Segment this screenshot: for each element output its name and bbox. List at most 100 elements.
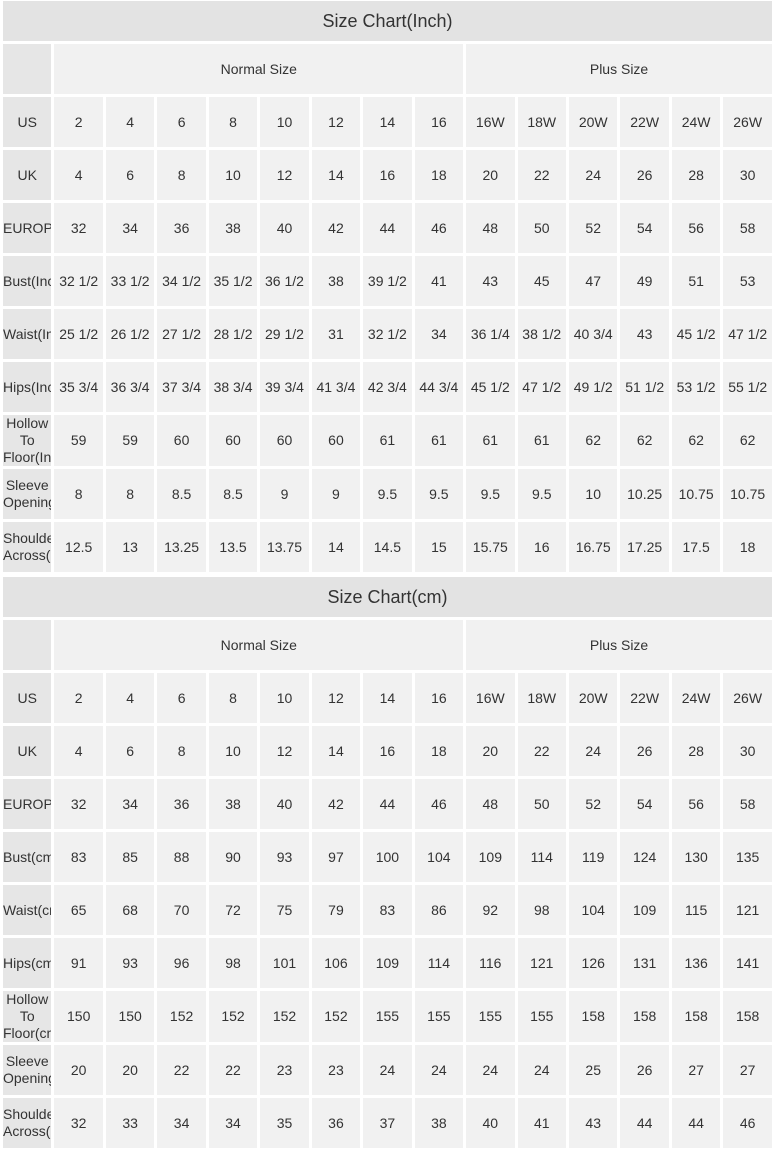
row-label: Sleeve Opening(Inch)	[3, 469, 52, 519]
table-cell: 42	[311, 203, 361, 253]
table-cell: 45	[517, 256, 566, 306]
table-cell: 39 3/4	[260, 362, 309, 412]
table-cell: 28	[671, 726, 721, 776]
table-cell: 41	[414, 256, 464, 306]
table-cell: 42	[311, 779, 361, 829]
table-cell: 6	[105, 726, 155, 776]
table-cell: 70	[157, 885, 206, 935]
table-cell: 43	[466, 256, 515, 306]
table-cell: 2	[54, 97, 103, 147]
table-cell: 20	[105, 1045, 155, 1095]
table-cell: 22W	[620, 673, 669, 723]
table-cell: 61	[466, 415, 515, 466]
table-cell: 36 3/4	[105, 362, 155, 412]
table-cell: 60	[208, 415, 258, 466]
table-cell: 6	[157, 673, 206, 723]
table-cell: 32	[54, 203, 103, 253]
table-cell: 38 1/2	[517, 309, 566, 359]
table-cell: 18W	[517, 97, 566, 147]
table-cell: 13.75	[260, 522, 309, 572]
table-cell: 25	[568, 1045, 618, 1095]
table-cell: 24W	[671, 97, 721, 147]
table-cell: 36 1/2	[260, 256, 309, 306]
table-cell: 119	[568, 832, 618, 882]
row-label: US	[3, 97, 52, 147]
table-cell: 32 1/2	[363, 309, 412, 359]
table-cell: 32	[54, 779, 103, 829]
table-cell: 51 1/2	[620, 362, 669, 412]
table-cell: 44 3/4	[414, 362, 464, 412]
table-cell: 152	[208, 991, 258, 1042]
table-cell: 20W	[568, 97, 618, 147]
table-cell: 22	[208, 1045, 258, 1095]
table-cell: 14	[363, 97, 412, 147]
table-row: US 2 4 6 8 10 12 14 16 16W 18W 20W 22W 24W 26W	[3, 673, 772, 723]
cm-size-chart: Size Chart(cm) Normal Size Plus Size US 2 4 6…	[0, 577, 775, 1151]
table-row: Shoulder Across(cm)323334343536373840414…	[3, 1098, 772, 1148]
table-cell: 22W	[620, 97, 669, 147]
table-cell: 40	[260, 203, 309, 253]
table-cell: 35 3/4	[54, 362, 103, 412]
table-cell: 60	[311, 415, 361, 466]
table-row: Sleeve Opening(Inch)888.58.5999.59.59.59…	[3, 469, 772, 519]
table-cell: 10.75	[671, 469, 721, 519]
table-cell: 52	[568, 779, 618, 829]
table-cell: 20W	[568, 673, 618, 723]
table-cell: 8	[157, 726, 206, 776]
table-cell: 34	[105, 779, 155, 829]
table-cell: 17.25	[620, 522, 669, 572]
table-cell: 116	[466, 938, 515, 988]
table-cell: 53	[723, 256, 772, 306]
table-cell: 49	[620, 256, 669, 306]
table-cell: 75	[260, 885, 309, 935]
table-cell: 86	[414, 885, 464, 935]
table-cell: 10	[208, 150, 258, 200]
table-cell: 30	[723, 726, 772, 776]
table-cell: 152	[311, 991, 361, 1042]
table-cell: 16	[517, 522, 566, 572]
table-cell: 60	[157, 415, 206, 466]
table-cell: 52	[568, 203, 618, 253]
table-cell: 9	[311, 469, 361, 519]
inch-size-chart: Size Chart(Inch) Normal Size Plus Size US 2…	[0, 1, 775, 575]
table-cell: 8	[157, 150, 206, 200]
table-cell: 22	[517, 150, 566, 200]
table-cell: 50	[517, 779, 566, 829]
cm-chart-title: Size Chart(cm)	[3, 577, 772, 617]
table-cell: 9.5	[466, 469, 515, 519]
table-cell: 34 1/2	[157, 256, 206, 306]
table-cell: 53 1/2	[671, 362, 721, 412]
table-cell: 44	[363, 203, 412, 253]
table-cell: 8	[208, 673, 258, 723]
table-cell: 12	[260, 150, 309, 200]
row-label: UK	[3, 726, 52, 776]
table-cell: 155	[466, 991, 515, 1042]
table-cell: 47	[568, 256, 618, 306]
table-cell: 37	[363, 1098, 412, 1148]
table-cell: 22	[517, 726, 566, 776]
table-cell: 16W	[466, 673, 515, 723]
table-cell: 23	[311, 1045, 361, 1095]
table-cell: 8.5	[157, 469, 206, 519]
table-cell: 56	[671, 203, 721, 253]
plus-size-header: Plus Size	[466, 44, 772, 94]
table-cell: 20	[466, 150, 515, 200]
table-cell: 16	[414, 97, 464, 147]
table-row: Bust(Inch)32 1/233 1/234 1/235 1/236 1/2…	[3, 256, 772, 306]
table-cell: 51	[671, 256, 721, 306]
table-cell: 72	[208, 885, 258, 935]
row-label: Bust(Inch)	[3, 256, 52, 306]
table-cell: 104	[568, 885, 618, 935]
table-cell: 155	[363, 991, 412, 1042]
table-cell: 35	[260, 1098, 309, 1148]
table-cell: 12	[311, 97, 361, 147]
table-cell: 13.25	[157, 522, 206, 572]
table-cell: 121	[517, 938, 566, 988]
table-cell: 38	[414, 1098, 464, 1148]
table-cell: 45 1/2	[466, 362, 515, 412]
table-cell: 83	[363, 885, 412, 935]
table-cell: 45 1/2	[671, 309, 721, 359]
group-header-row: Normal Size Plus Size	[3, 620, 772, 670]
table-cell: 130	[671, 832, 721, 882]
table-cell: 150	[54, 991, 103, 1042]
